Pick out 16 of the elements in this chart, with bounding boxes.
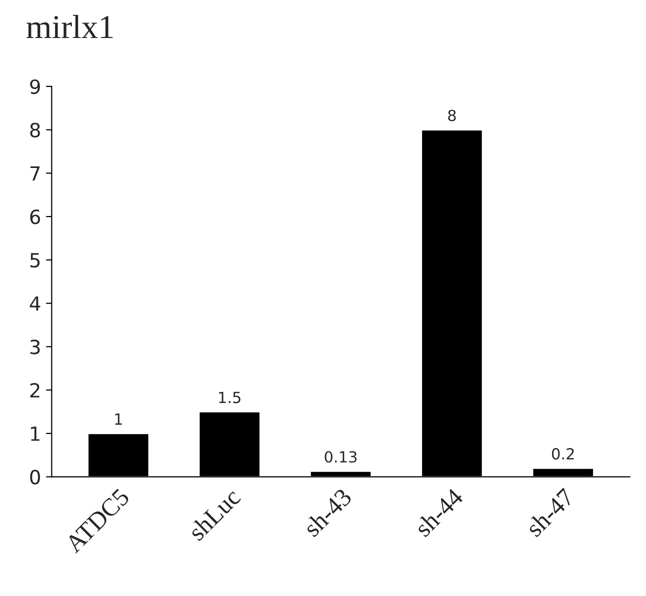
data-label: 8	[448, 110, 456, 122]
y-tick-label: 2	[30, 383, 40, 398]
y-tick-label: 8	[30, 122, 40, 138]
chart-title: mirlx1	[26, 14, 113, 38]
y-tick-label: 5	[30, 253, 40, 268]
data-label: 1	[115, 414, 122, 425]
y-tick-label: 3	[30, 340, 40, 354]
y-tick-label: 7	[30, 166, 40, 181]
y-tick-label: 6	[30, 210, 40, 224]
y-tick-label: 4	[30, 296, 40, 311]
data-label: 0.2	[552, 448, 574, 460]
y-tick-label: 1	[31, 426, 40, 441]
data-label: 0.13	[324, 451, 357, 463]
y-tick-label: 9	[30, 79, 40, 94]
y-tick-label: 0	[30, 470, 40, 484]
data-label: 1.5	[219, 392, 240, 404]
